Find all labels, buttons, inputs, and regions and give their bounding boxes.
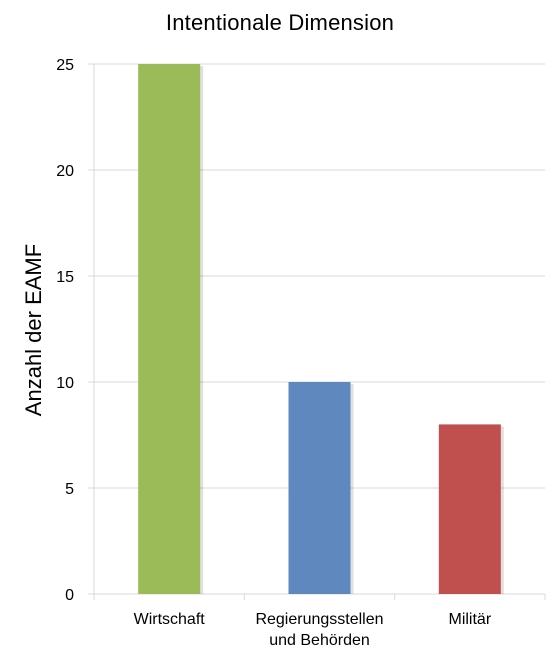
bar-1 <box>138 64 201 594</box>
x-category-label: Regierungsstellen <box>255 611 383 628</box>
bar-3 <box>438 424 501 594</box>
x-category-label: Wirtschaft <box>134 611 206 628</box>
chart-title: Intentionale Dimension <box>165 10 395 35</box>
bars <box>138 64 504 594</box>
y-tick-label: 20 <box>56 163 74 180</box>
y-tick-label: 0 <box>65 587 74 604</box>
x-category-label: Militär <box>448 611 491 628</box>
x-category-label: und Behörden <box>269 632 370 649</box>
labels: 0 5 10 15 20 25 Wirtschaft Regierungsstellen und… <box>56 57 492 649</box>
y-tick-label: 5 <box>65 481 74 498</box>
bar-2 <box>288 382 351 594</box>
y-tick-label: 25 <box>56 57 74 74</box>
y-tick-label: 10 <box>56 375 74 392</box>
y-tick-label: 15 <box>56 269 74 286</box>
